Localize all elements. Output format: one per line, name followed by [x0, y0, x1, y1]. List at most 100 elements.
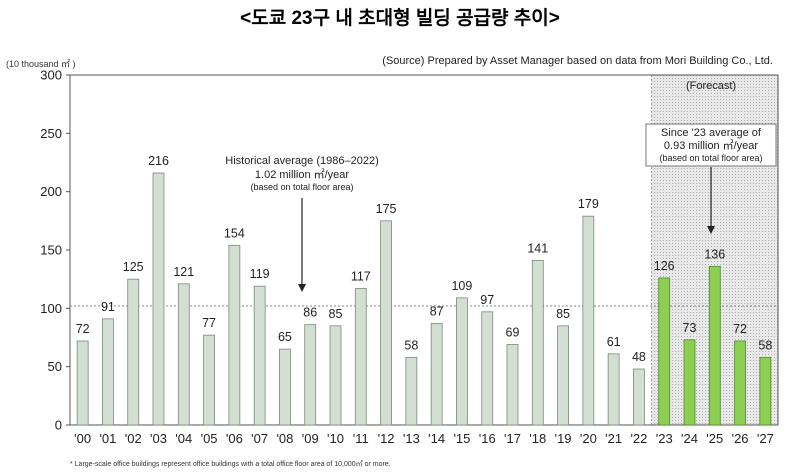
- source-note: (Source) Prepared by Asset Manager based…: [382, 55, 773, 67]
- data-label: 119: [250, 267, 270, 281]
- data-label: 121: [173, 265, 194, 279]
- forecast-average-label-1: Since '23 average of: [661, 127, 762, 139]
- historical-average-arrow-head: [298, 284, 306, 292]
- bar-08: [279, 348, 291, 426]
- y-tick-label: 100: [40, 301, 62, 316]
- forecast-average-label-3: (based on total floor area): [659, 153, 762, 163]
- bar-09: [304, 324, 317, 426]
- x-tick-label: '00: [74, 431, 91, 446]
- forecast-label: (Forecast): [686, 80, 736, 92]
- data-label: 109: [451, 279, 472, 293]
- footnote: * Large-scale office buildings represent…: [70, 460, 391, 468]
- plot-axes: 0 50 100 150 200 250 300: [40, 68, 779, 433]
- bar-20: [582, 215, 595, 426]
- bar-17: [506, 344, 519, 426]
- data-label: 72: [733, 322, 747, 336]
- bar-24: [683, 339, 696, 426]
- forecast-average-box: [645, 123, 777, 167]
- x-tick-label: '12: [378, 431, 395, 446]
- bar-05: [203, 334, 215, 426]
- historical-average-label-3: (based on total floor area): [250, 182, 353, 192]
- data-label: 117: [351, 270, 371, 284]
- x-tick-label: '18: [529, 431, 546, 446]
- data-label: 65: [278, 330, 292, 344]
- bar-11: [354, 288, 367, 426]
- bar-27: [759, 356, 772, 426]
- x-tick-label: '02: [125, 431, 142, 446]
- x-tick-label: '08: [276, 431, 293, 446]
- bar-12: [380, 220, 392, 426]
- bar-22: [633, 368, 645, 426]
- bar-07: [253, 285, 266, 426]
- y-tick-label: 50: [48, 359, 62, 374]
- bars: [76, 172, 772, 426]
- data-label: 125: [123, 260, 144, 274]
- bar-04: [177, 283, 190, 426]
- x-tick-label: '11: [353, 431, 369, 446]
- data-label: 69: [506, 326, 520, 340]
- x-tick-label: '03: [150, 431, 167, 446]
- data-label: 136: [704, 247, 725, 261]
- data-label: 126: [654, 259, 675, 273]
- x-tick-label: '07: [251, 431, 268, 446]
- x-tick-label: '27: [757, 431, 774, 446]
- bar-21: [607, 353, 620, 426]
- x-tick-label: '26: [732, 431, 749, 446]
- x-tick-label: '20: [580, 431, 597, 446]
- x-tick-label: '13: [403, 431, 420, 446]
- data-label: 58: [404, 338, 418, 352]
- x-tick-label: '21: [605, 431, 622, 446]
- data-label: 179: [578, 197, 599, 211]
- y-axis-unit: (10 thousand ㎡ ): [6, 59, 76, 69]
- bar-06: [228, 244, 241, 426]
- x-tick-label: '01: [99, 431, 116, 446]
- data-label: 154: [224, 226, 245, 240]
- data-label: 87: [430, 305, 444, 319]
- y-tick-label: 250: [40, 126, 62, 141]
- bar-10: [329, 325, 342, 426]
- x-tick-label: '23: [656, 431, 673, 446]
- bar-13: [405, 356, 418, 426]
- bar-15: [456, 297, 468, 426]
- x-tick-label: '14: [428, 431, 445, 446]
- data-label: 48: [632, 350, 646, 364]
- x-tick-label: '04: [175, 431, 192, 446]
- chart-title: <도쿄 23구 내 초대형 빌딩 공급량 추이>: [240, 7, 560, 29]
- bar-03: [152, 172, 165, 426]
- data-label: 85: [329, 307, 343, 321]
- bar-18: [531, 260, 544, 426]
- data-label: 175: [376, 202, 397, 216]
- x-tick-label: '25: [706, 431, 723, 446]
- bar-16: [481, 311, 494, 426]
- x-tick-label: '05: [201, 431, 218, 446]
- historical-average-label-2: 1.02 million ㎡/year: [255, 168, 349, 181]
- y-tick-label: 200: [40, 184, 62, 199]
- x-tick-label: '15: [453, 431, 470, 446]
- data-label: 86: [303, 306, 317, 320]
- x-tick-label: '06: [226, 431, 243, 446]
- y-tick-label: 150: [40, 243, 62, 258]
- data-label: 77: [202, 316, 216, 330]
- bar-25: [708, 265, 721, 426]
- bar-19: [557, 325, 569, 426]
- data-label: 72: [76, 322, 90, 336]
- y-tick-label: 300: [40, 68, 62, 83]
- bar-00: [76, 340, 89, 426]
- data-label: 73: [683, 321, 697, 335]
- bar-14: [430, 323, 443, 426]
- x-tick-label: '17: [504, 431, 521, 446]
- bar-01: [102, 318, 114, 426]
- x-tick-label: '22: [630, 431, 647, 446]
- x-tick-label: '16: [479, 431, 496, 446]
- data-label: 91: [101, 300, 115, 314]
- data-label: 216: [148, 154, 169, 168]
- data-label: 97: [480, 293, 494, 307]
- x-tick-label: '24: [681, 431, 698, 446]
- data-label: 61: [607, 335, 621, 349]
- historical-average-label-1: Historical average (1986–2022): [225, 155, 378, 167]
- bar-23: [658, 277, 671, 426]
- x-tick-label: '10: [327, 431, 344, 446]
- y-tick-label: 0: [55, 418, 62, 433]
- forecast-average-arrow-head: [707, 226, 715, 234]
